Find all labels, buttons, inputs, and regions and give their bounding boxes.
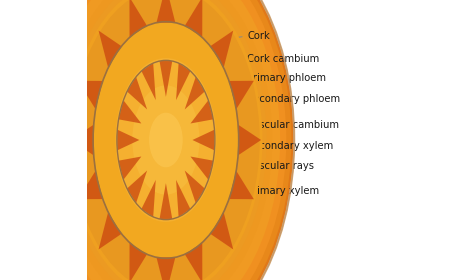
Polygon shape xyxy=(191,100,213,123)
Polygon shape xyxy=(130,0,147,38)
Polygon shape xyxy=(119,100,142,123)
Polygon shape xyxy=(99,31,121,68)
Polygon shape xyxy=(210,212,233,249)
Polygon shape xyxy=(130,242,147,280)
Polygon shape xyxy=(127,171,147,203)
Polygon shape xyxy=(71,125,94,155)
Polygon shape xyxy=(99,212,121,249)
Text: Vascular cambium: Vascular cambium xyxy=(247,120,339,130)
Polygon shape xyxy=(130,242,147,280)
Polygon shape xyxy=(127,77,147,109)
Polygon shape xyxy=(238,125,261,155)
Polygon shape xyxy=(119,100,142,123)
Polygon shape xyxy=(78,81,103,109)
Polygon shape xyxy=(185,171,205,203)
Polygon shape xyxy=(185,77,205,109)
Text: Vascular rays: Vascular rays xyxy=(247,161,314,171)
Polygon shape xyxy=(157,0,175,23)
Ellipse shape xyxy=(69,0,263,280)
Polygon shape xyxy=(117,130,139,150)
Ellipse shape xyxy=(60,0,272,280)
Polygon shape xyxy=(160,61,172,97)
Ellipse shape xyxy=(39,0,293,280)
Polygon shape xyxy=(160,183,172,219)
Ellipse shape xyxy=(65,0,267,280)
Text: Secondary phloem: Secondary phloem xyxy=(247,94,340,104)
Text: Secondary xylem: Secondary xylem xyxy=(247,141,334,151)
Polygon shape xyxy=(185,77,205,109)
Polygon shape xyxy=(229,81,254,109)
Polygon shape xyxy=(176,63,190,100)
Ellipse shape xyxy=(132,85,199,195)
Polygon shape xyxy=(229,81,254,109)
Ellipse shape xyxy=(149,113,183,167)
Polygon shape xyxy=(185,0,202,38)
Polygon shape xyxy=(142,63,156,100)
Polygon shape xyxy=(191,157,213,180)
Polygon shape xyxy=(191,100,213,123)
Ellipse shape xyxy=(116,58,216,222)
Ellipse shape xyxy=(72,0,260,280)
Polygon shape xyxy=(185,171,205,203)
Text: Primary phloem: Primary phloem xyxy=(247,73,326,83)
Polygon shape xyxy=(127,171,147,203)
Ellipse shape xyxy=(46,0,286,280)
Polygon shape xyxy=(78,81,103,109)
Polygon shape xyxy=(185,0,202,38)
Ellipse shape xyxy=(36,0,295,280)
Polygon shape xyxy=(185,242,202,280)
Polygon shape xyxy=(185,242,202,280)
Polygon shape xyxy=(99,31,121,68)
Polygon shape xyxy=(210,31,233,68)
Polygon shape xyxy=(71,125,94,155)
Polygon shape xyxy=(191,157,213,180)
Text: Primary xylem: Primary xylem xyxy=(247,186,319,196)
Polygon shape xyxy=(176,180,190,217)
Polygon shape xyxy=(78,171,103,199)
Polygon shape xyxy=(238,125,261,155)
Polygon shape xyxy=(210,31,233,68)
Polygon shape xyxy=(210,212,233,249)
Polygon shape xyxy=(176,180,190,217)
Polygon shape xyxy=(176,63,190,100)
Ellipse shape xyxy=(40,0,291,280)
Polygon shape xyxy=(142,180,156,217)
Polygon shape xyxy=(119,157,142,180)
Polygon shape xyxy=(229,171,254,199)
Polygon shape xyxy=(229,171,254,199)
Ellipse shape xyxy=(52,0,280,280)
Polygon shape xyxy=(127,77,147,109)
Polygon shape xyxy=(99,212,121,249)
Polygon shape xyxy=(78,171,103,199)
Polygon shape xyxy=(160,61,172,97)
Ellipse shape xyxy=(93,22,239,258)
Polygon shape xyxy=(160,183,172,219)
Polygon shape xyxy=(192,130,214,150)
Polygon shape xyxy=(142,63,156,100)
Text: Cork: Cork xyxy=(247,31,270,41)
Text: Cork cambium: Cork cambium xyxy=(247,54,319,64)
Polygon shape xyxy=(157,257,175,280)
Polygon shape xyxy=(142,180,156,217)
Polygon shape xyxy=(117,130,139,150)
Polygon shape xyxy=(119,157,142,180)
Polygon shape xyxy=(157,0,175,23)
Polygon shape xyxy=(157,257,175,280)
Polygon shape xyxy=(130,0,147,38)
Polygon shape xyxy=(192,130,214,150)
